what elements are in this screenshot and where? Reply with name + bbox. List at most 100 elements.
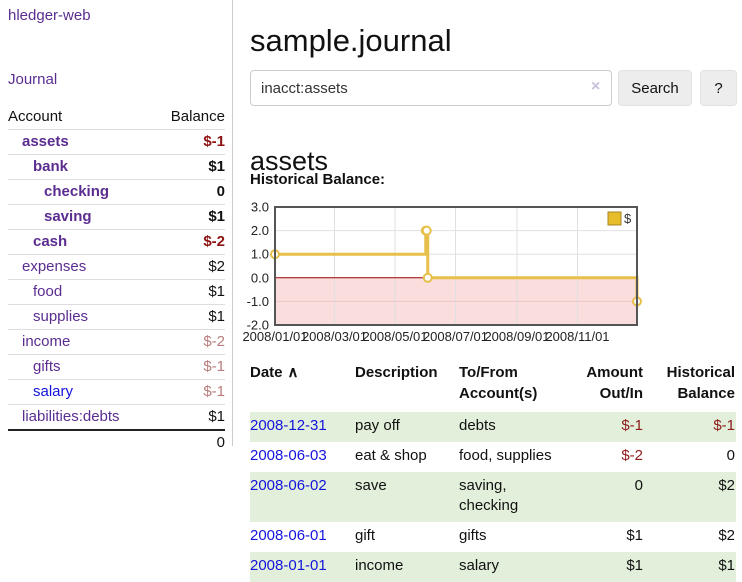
transaction-date-link[interactable]: 2008-06-02 xyxy=(250,477,327,494)
brand-link[interactable]: hledger-web xyxy=(8,7,91,24)
transaction-accounts: debts xyxy=(459,417,496,434)
transaction-balance: $2 xyxy=(718,527,735,544)
x-tick-label: 2008/05/01 xyxy=(362,329,427,344)
account-row: income $-2 xyxy=(8,329,225,355)
search-button[interactable]: Search xyxy=(618,70,692,106)
accounts-column-balance: Balance xyxy=(154,104,225,130)
sidebar-account-salary[interactable]: salary xyxy=(33,383,74,400)
account-row: gifts $-1 xyxy=(8,354,225,380)
y-tick-label: -1.0 xyxy=(247,294,269,309)
transaction-description: gift xyxy=(355,527,376,544)
account-row: liabilities:debts $1 xyxy=(8,404,225,431)
sidebar-account-income[interactable]: income xyxy=(22,333,71,350)
sidebar-account-liabilities:debts[interactable]: liabilities:debts xyxy=(22,408,120,425)
transaction-date-link[interactable]: 2008-01-01 xyxy=(250,557,327,574)
account-balance: $1 xyxy=(154,154,225,180)
register-column-balance: Historical Balance xyxy=(666,364,735,402)
account-balance: $1 xyxy=(154,304,225,330)
register-row: 2008-06-01 gift gifts $1 $2 xyxy=(250,522,736,552)
transaction-description: eat & shop xyxy=(355,447,427,464)
register-column-description: Description xyxy=(355,364,438,381)
account-heading: assets xyxy=(250,146,329,177)
help-button[interactable]: ? xyxy=(700,70,737,106)
y-tick-label: 2.0 xyxy=(251,223,269,238)
register-body: 2008-12-31 pay off debts $-1 $-1 2008-06-03 ea… xyxy=(250,412,736,582)
accounts-total-balance: 0 xyxy=(154,429,225,455)
y-tick-label: 0.0 xyxy=(251,270,269,285)
account-balance: $1 xyxy=(154,204,225,230)
transaction-accounts: food, supplies xyxy=(459,447,552,464)
sidebar-account-checking[interactable]: checking xyxy=(44,183,110,200)
transaction-balance: $2 xyxy=(718,477,735,494)
account-balance: $-1 xyxy=(154,379,225,405)
account-balance: $-1 xyxy=(154,129,225,155)
sidebar-item-journal[interactable]: Journal xyxy=(8,71,58,88)
y-tick-label: -2.0 xyxy=(247,318,269,333)
accounts-body: assets $-1 bank $1 checking 0 saving $1 cash $-2 e… xyxy=(8,129,225,431)
register-row: 2008-06-03 eat & shop food, supplies $-2 0 xyxy=(250,442,736,472)
transaction-amount: $1 xyxy=(626,527,643,544)
legend-label: $ xyxy=(624,211,632,226)
x-tick-label: 2008/03/01 xyxy=(302,329,367,344)
y-tick-label: 3.0 xyxy=(251,200,269,215)
x-tick-label: 2008/09/01 xyxy=(484,329,549,344)
register-row: 2008-12-31 pay off debts $-1 $-1 xyxy=(250,412,736,442)
search-input[interactable] xyxy=(250,70,612,106)
sidebar-account-expenses[interactable]: expenses xyxy=(22,258,87,275)
legend-swatch xyxy=(607,211,622,226)
account-row: salary $-1 xyxy=(8,379,225,405)
transaction-amount: 0 xyxy=(634,477,643,494)
clear-search-icon[interactable]: × xyxy=(591,78,601,95)
transaction-balance: $1 xyxy=(718,557,735,574)
transaction-date-link[interactable]: 2008-06-01 xyxy=(250,527,327,544)
sidebar-account-gifts[interactable]: gifts xyxy=(33,358,61,375)
data-point-marker xyxy=(421,225,432,236)
chart-title: Historical Balance: xyxy=(250,171,386,188)
sidebar-account-assets[interactable]: assets xyxy=(22,133,69,150)
transaction-accounts: saving, checking xyxy=(459,477,519,514)
register-column-accounts: To/From Account(s) xyxy=(459,364,538,402)
x-tick-label: 2008/01/01 xyxy=(242,329,307,344)
sidebar: hledger-web Journal Account Balance asse… xyxy=(0,0,233,455)
account-row: food $1 xyxy=(8,279,225,305)
sidebar-account-saving[interactable]: saving xyxy=(44,208,92,225)
accounts-total-row: 0 xyxy=(8,429,225,455)
plot-border xyxy=(274,206,638,326)
transaction-amount: $-2 xyxy=(621,447,643,464)
transaction-amount: $1 xyxy=(626,557,643,574)
register-table: Date ∧ Description To/From Account(s) Amo… xyxy=(250,358,736,582)
register-column-date[interactable]: Date ∧ xyxy=(250,364,299,381)
sidebar-account-cash[interactable]: cash xyxy=(33,233,68,250)
accounts-table: Account Balance assets $-1 bank $1 checking 0… xyxy=(8,104,225,455)
transaction-amount: $-1 xyxy=(621,417,643,434)
x-tick-label: 2008/11/01 xyxy=(545,329,609,344)
transaction-description: pay off xyxy=(355,417,400,434)
register-header-row: Date ∧ Description To/From Account(s) Amo… xyxy=(250,358,736,412)
account-balance: $2 xyxy=(154,254,225,280)
transaction-description: income xyxy=(355,557,404,574)
transaction-date-link[interactable]: 2008-06-03 xyxy=(250,447,327,464)
accounts-column-account: Account xyxy=(8,104,155,130)
sidebar-account-bank[interactable]: bank xyxy=(33,158,69,175)
sidebar-account-food[interactable]: food xyxy=(33,283,63,300)
account-balance: 0 xyxy=(154,179,225,205)
account-row: checking 0 xyxy=(8,179,225,205)
y-tick-label: 1.0 xyxy=(251,247,269,262)
account-row: saving $1 xyxy=(8,204,225,230)
sidebar-account-supplies[interactable]: supplies xyxy=(33,308,89,325)
account-balance: $1 xyxy=(154,279,225,305)
sort-asc-icon: ∧ xyxy=(287,364,299,381)
account-balance: $1 xyxy=(154,404,225,431)
page-title: sample.journal xyxy=(250,22,452,58)
account-row: supplies $1 xyxy=(8,304,225,330)
transaction-balance: 0 xyxy=(726,447,735,464)
historical-balance-chart: $3.0 2.0 1.0 0.0 -1.0 -2.0 2008/01/01 2008/03/0… xyxy=(240,200,742,348)
data-point-marker xyxy=(422,272,433,283)
transaction-description: save xyxy=(355,477,387,494)
register-row: 2008-01-01 income salary $1 $1 xyxy=(250,552,736,582)
transaction-date-link[interactable]: 2008-12-31 xyxy=(250,417,327,434)
x-tick-label: 2008/07/01 xyxy=(423,329,488,344)
register-column-amount: Amount Out/In xyxy=(586,364,643,402)
account-balance: $-2 xyxy=(154,329,225,355)
transaction-accounts: gifts xyxy=(459,527,487,544)
